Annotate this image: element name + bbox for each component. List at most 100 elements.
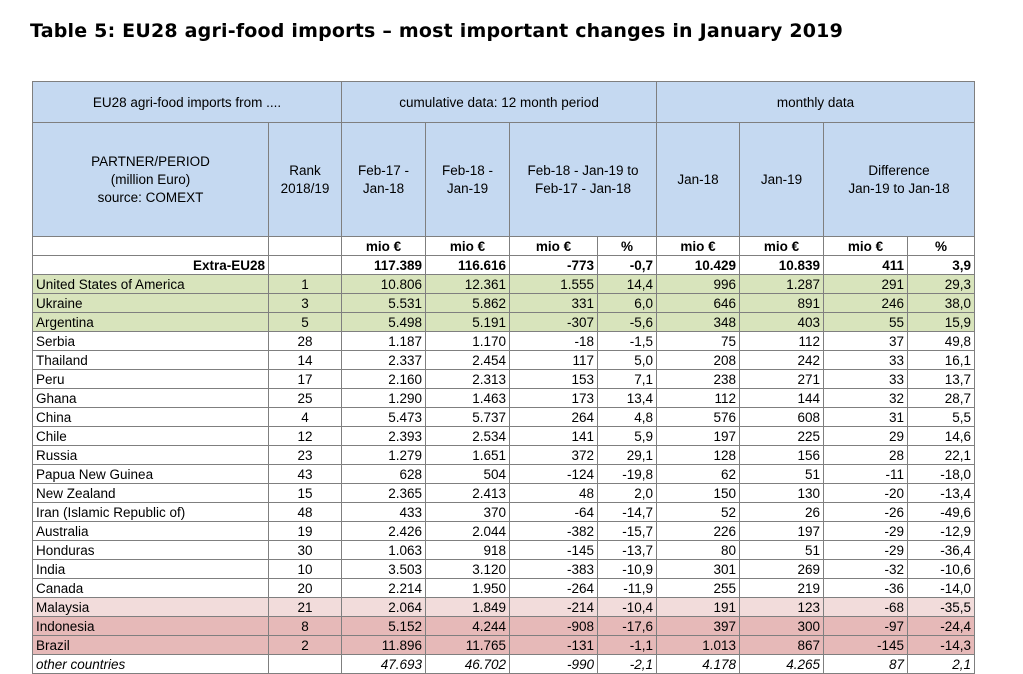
table-cell: 197 — [739, 521, 825, 541]
rank-cell: 10 — [267, 559, 343, 579]
country-name: Russia — [32, 445, 269, 465]
table-cell: 29,1 — [597, 445, 658, 465]
table-cell: 2.214 — [341, 578, 427, 598]
table-cell: 3.120 — [425, 559, 511, 579]
table-cell: 5.498 — [341, 312, 427, 332]
table-cell: 504 — [425, 464, 511, 484]
feb18-jan19-header: Feb-18 - Jan-19 — [425, 122, 511, 237]
table-cell: 38,0 — [907, 293, 976, 313]
country-name: Honduras — [32, 540, 269, 560]
table-cell: 996 — [656, 274, 741, 294]
table-cell: 246 — [823, 293, 909, 313]
table-row: Brazil 2 11.896 11.765 -131 -1,1 1.013 867 -145-… — [32, 635, 976, 655]
country-name: Papua New Guinea — [32, 464, 269, 484]
rank-cell: 43 — [267, 464, 343, 484]
table-cell: -26 — [823, 502, 909, 522]
rank-cell: 5 — [267, 312, 343, 332]
table-cell: -19,8 — [597, 464, 658, 484]
country-name: Ukraine — [32, 293, 269, 313]
table-cell: -0,7 — [597, 255, 658, 275]
table-cell: 397 — [656, 616, 741, 636]
table-cell: -131 — [509, 635, 599, 655]
table-cell: -49,6 — [907, 502, 976, 522]
table-cell: -29 — [823, 540, 909, 560]
table-cell: 301 — [656, 559, 741, 579]
table-cell: 1.849 — [425, 597, 511, 617]
table-cell: 3.503 — [341, 559, 427, 579]
table-cell: 116.616 — [425, 255, 511, 275]
rank-cell: 21 — [267, 597, 343, 617]
table-cell: 891 — [739, 293, 825, 313]
table-cell: 271 — [739, 369, 825, 389]
table-cell: 87 — [823, 654, 909, 674]
table-cell: 150 — [656, 483, 741, 503]
table-cell: 5.862 — [425, 293, 511, 313]
table-cell: 4.265 — [739, 654, 825, 674]
table-cell: 2.044 — [425, 521, 511, 541]
table-cell: -15,7 — [597, 521, 658, 541]
country-name: Thailand — [32, 350, 269, 370]
table-cell: 128 — [656, 445, 741, 465]
country-name: Iran (Islamic Republic of) — [32, 502, 269, 522]
units-row: mio € mio € mio € % mio € mio € mio € % — [32, 236, 976, 256]
table-cell: 2.365 — [341, 483, 427, 503]
other-countries-label: other countries — [32, 654, 269, 674]
country-name: Canada — [32, 578, 269, 598]
table-cell: 1.651 — [425, 445, 511, 465]
table-cell: 370 — [425, 502, 511, 522]
table-cell: 1.950 — [425, 578, 511, 598]
table-row: Chile 12 2.393 2.534 141 5,9 197 225 29 14,6 — [32, 426, 976, 446]
table-cell: 2,0 — [597, 483, 658, 503]
units-blank — [267, 236, 343, 256]
table-cell: 3,9 — [907, 255, 976, 275]
country-name: India — [32, 559, 269, 579]
table-cell: 628 — [341, 464, 427, 484]
table-cell: 13,7 — [907, 369, 976, 389]
table-cell: 6,0 — [597, 293, 658, 313]
rank-cell: 3 — [267, 293, 343, 313]
table-cell: 4,8 — [597, 407, 658, 427]
unit-cell: mio € — [823, 236, 909, 256]
rank-cell: 28 — [267, 331, 343, 351]
header-row-2: PARTNER/PERIOD (million Euro) source: CO… — [32, 122, 976, 237]
extra-eu28-row: Extra-EU28 117.389 116.616 -773 -0,7 10.… — [32, 255, 976, 275]
table-cell: 16,1 — [907, 350, 976, 370]
table-cell: 10.839 — [739, 255, 825, 275]
table-row: Indonesia 8 5.152 4.244 -908 -17,6 397 300 -97 -2… — [32, 616, 976, 636]
country-name: Ghana — [32, 388, 269, 408]
table-cell: 4.244 — [425, 616, 511, 636]
table-cell: -35,5 — [907, 597, 976, 617]
table-cell: 225 — [739, 426, 825, 446]
table-cell: 576 — [656, 407, 741, 427]
table-cell: 117.389 — [341, 255, 427, 275]
table-row: Argentina 5 5.498 5.191 -307 -5,6 348 403 55 15,9 — [32, 312, 976, 332]
table-cell: 5.737 — [425, 407, 511, 427]
rank-cell: 2 — [267, 635, 343, 655]
table-cell: 2.393 — [341, 426, 427, 446]
table-cell: 11.896 — [341, 635, 427, 655]
table-cell: -12,9 — [907, 521, 976, 541]
table-cell: 255 — [656, 578, 741, 598]
table-cell: 5.473 — [341, 407, 427, 427]
table-cell: 1.279 — [341, 445, 427, 465]
rank-cell: 23 — [267, 445, 343, 465]
table-cell: -29 — [823, 521, 909, 541]
table-cell: 49,8 — [907, 331, 976, 351]
table-cell: -908 — [509, 616, 599, 636]
table-cell: 52 — [656, 502, 741, 522]
country-name: New Zealand — [32, 483, 269, 503]
table-cell: 51 — [739, 540, 825, 560]
country-name: Australia — [32, 521, 269, 541]
table-row: Russia 23 1.279 1.651 372 29,1 128 156 28 22,1 — [32, 445, 976, 465]
other-countries-row: other countries 47.693 46.702 -990 -2,1 4.178… — [32, 654, 976, 674]
table-cell: 31 — [823, 407, 909, 427]
table-cell: 208 — [656, 350, 741, 370]
country-name: United States of America — [32, 274, 269, 294]
table-cell: 80 — [656, 540, 741, 560]
table-cell: -14,3 — [907, 635, 976, 655]
table-title: Table 5: EU28 agri-food imports – most i… — [30, 20, 844, 42]
table-row: China 4 5.473 5.737 264 4,8 576 608 31 5,5 — [32, 407, 976, 427]
table-cell: 433 — [341, 502, 427, 522]
table-cell: 22,1 — [907, 445, 976, 465]
table-cell: -990 — [509, 654, 599, 674]
